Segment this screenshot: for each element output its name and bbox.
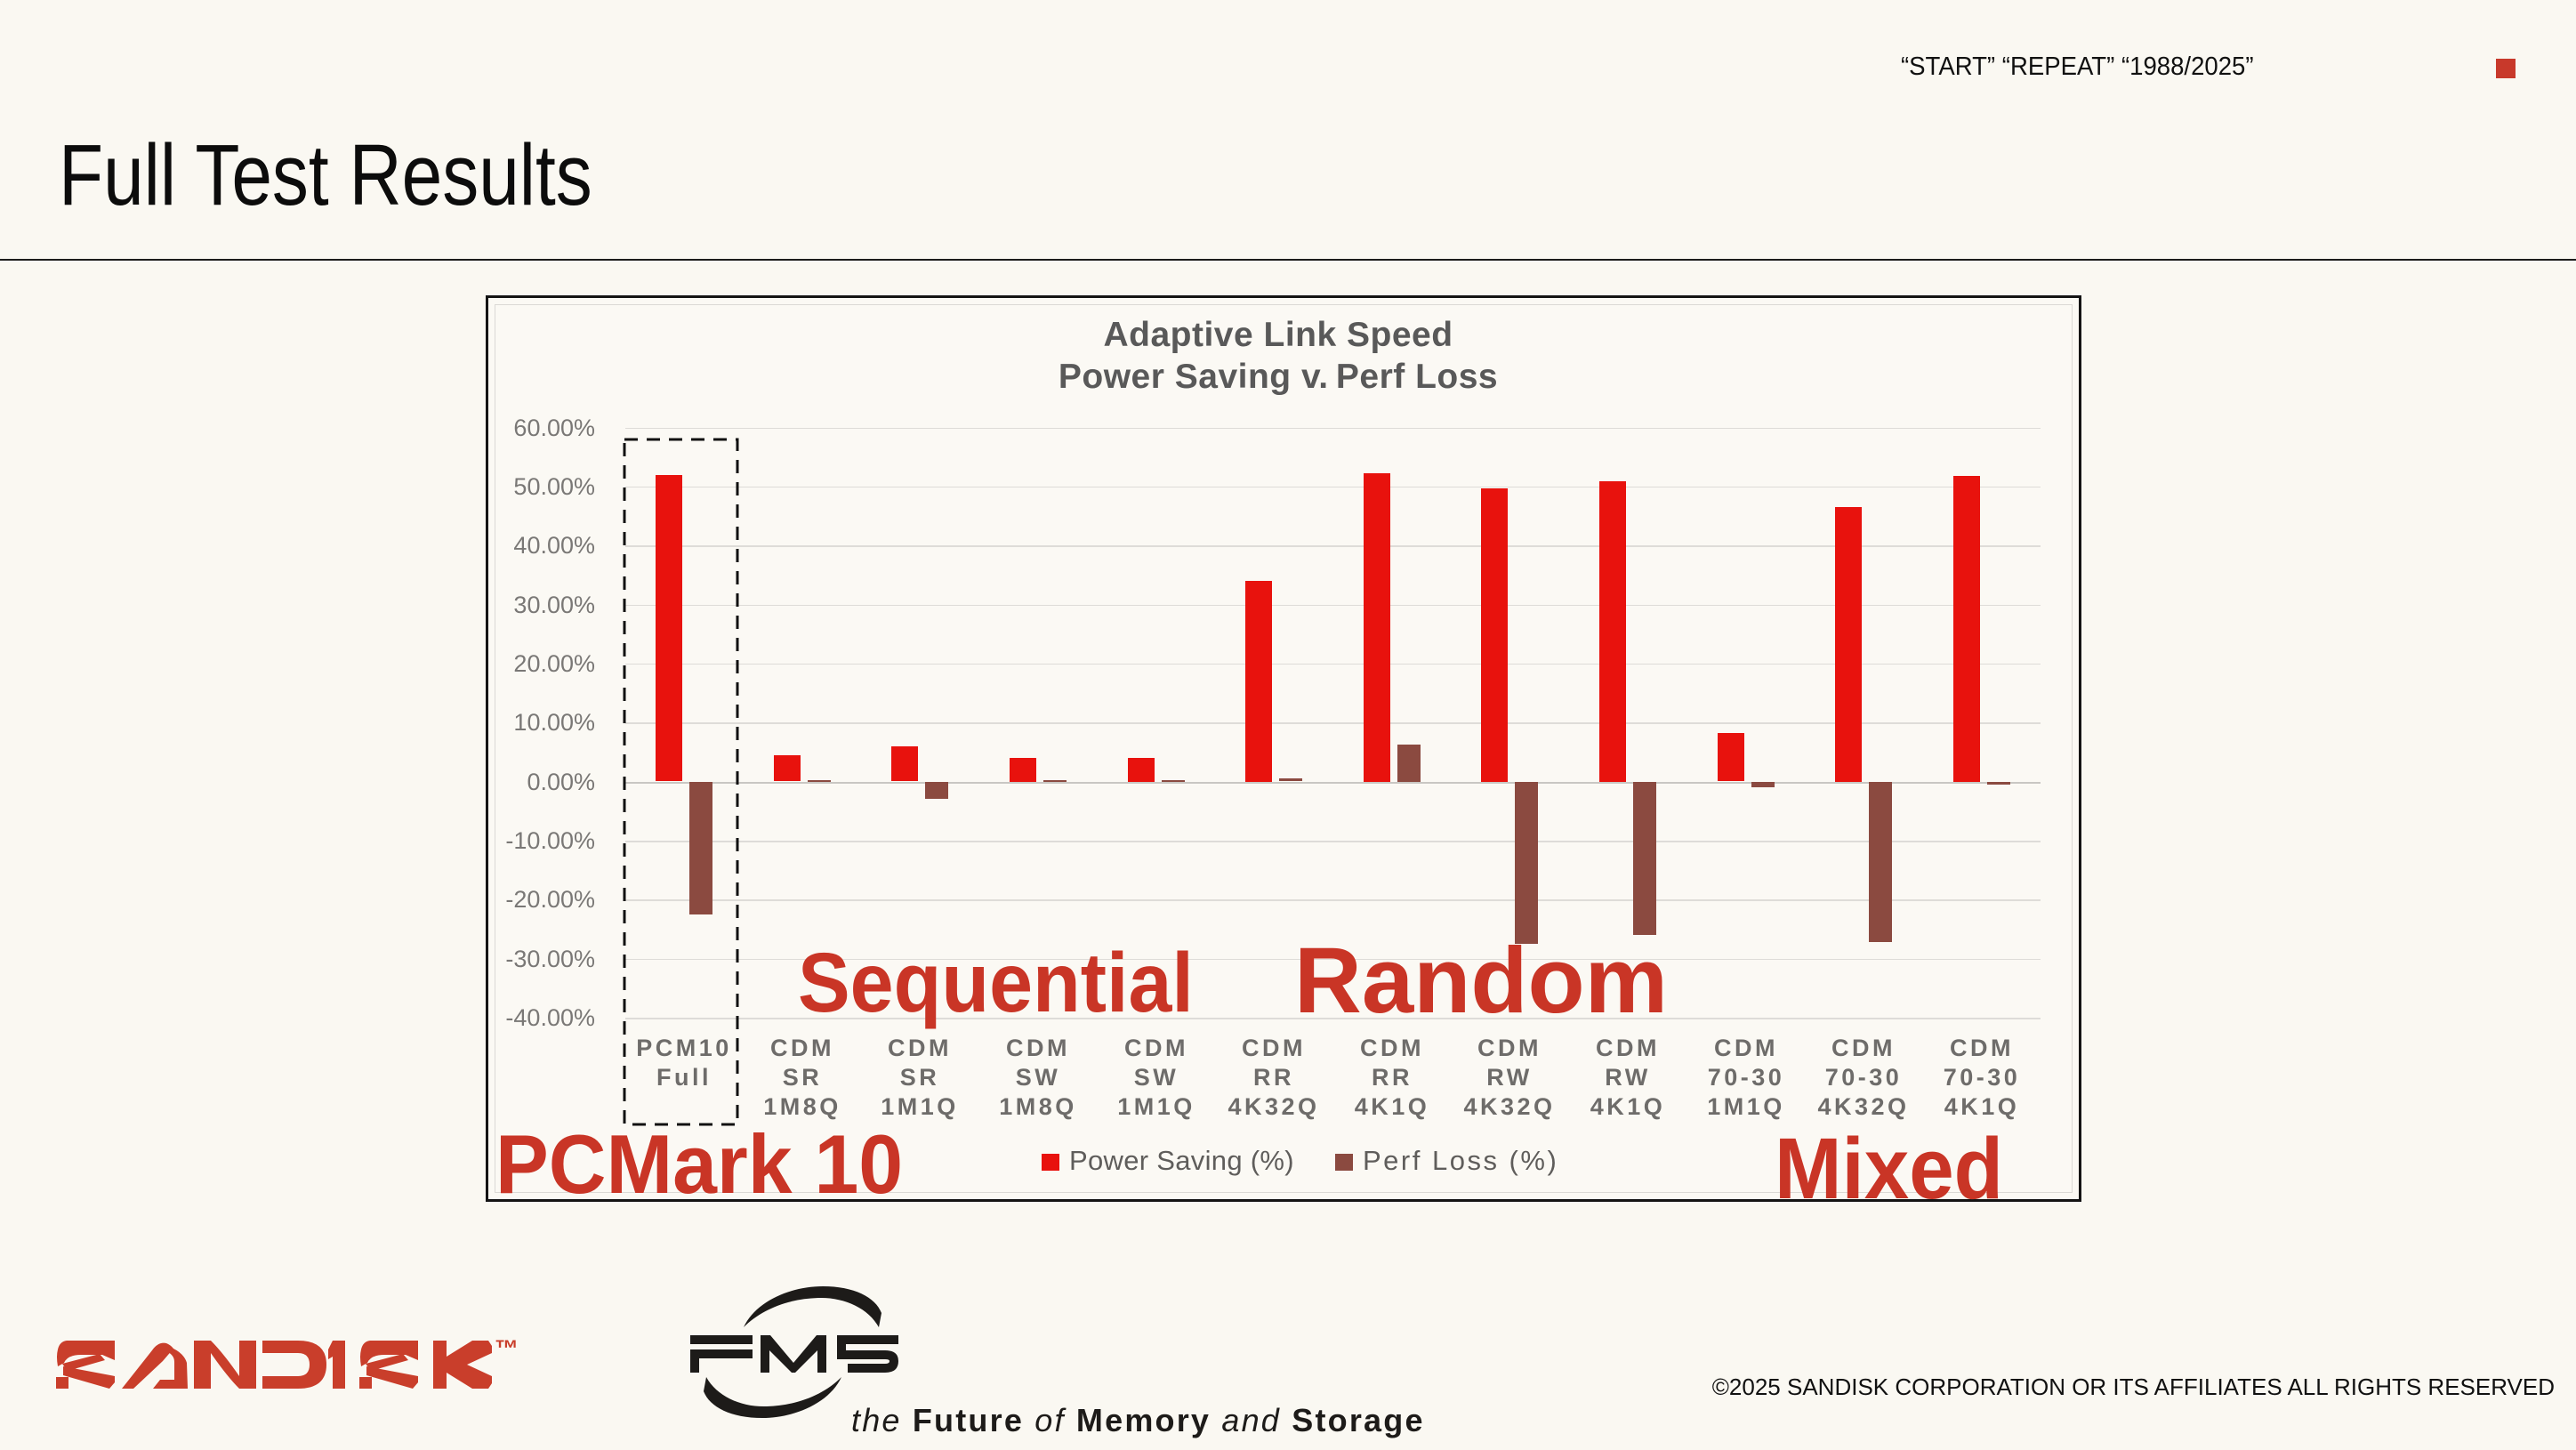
svg-text:™: ™	[495, 1339, 519, 1362]
